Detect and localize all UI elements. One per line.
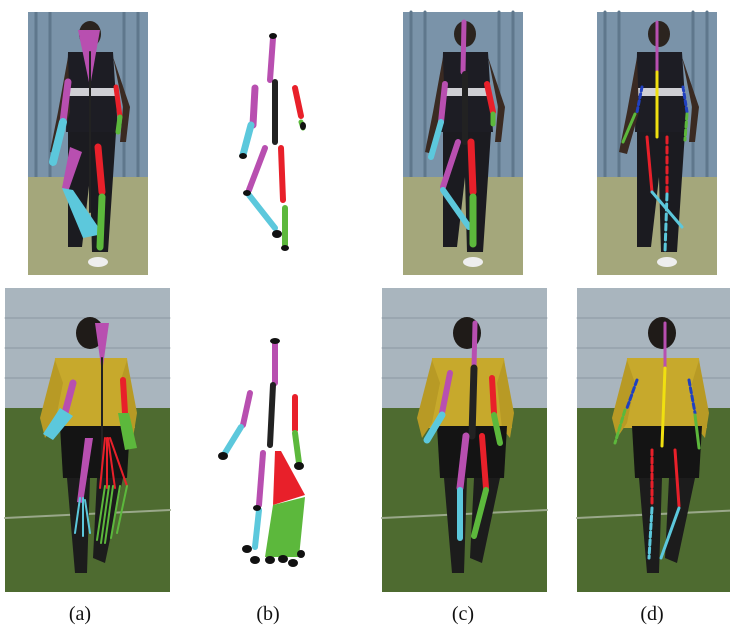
photo-c-top bbox=[403, 12, 523, 275]
panel-label: (b) bbox=[256, 603, 279, 625]
figure: (a) (b) (c) (d) bbox=[0, 0, 730, 633]
photo-c-bottom bbox=[382, 288, 547, 592]
photo-a-bottom bbox=[5, 288, 170, 592]
panel-label: (c) bbox=[452, 603, 474, 625]
photo-a-top bbox=[28, 12, 148, 275]
photo-d-bottom bbox=[577, 288, 730, 592]
skeleton-b-top bbox=[239, 33, 306, 251]
panel-label: (a) bbox=[69, 603, 91, 625]
skeleton-b-bottom bbox=[218, 338, 305, 567]
photo-d-top bbox=[597, 12, 717, 275]
panel-label: (d) bbox=[640, 603, 663, 625]
